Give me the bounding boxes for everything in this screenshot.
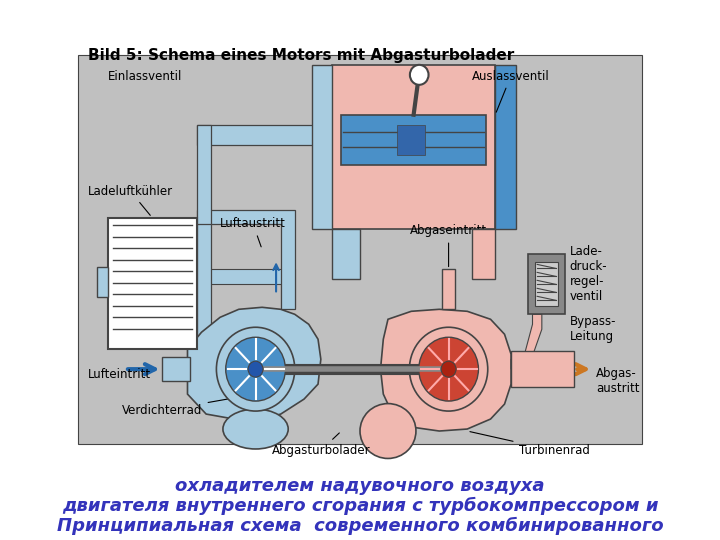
Polygon shape: [162, 357, 190, 381]
Text: Abgaseintritt: Abgaseintritt: [410, 225, 487, 267]
Polygon shape: [380, 309, 511, 431]
FancyBboxPatch shape: [472, 230, 495, 279]
Text: Verdichterrad: Verdichterrad: [122, 395, 253, 417]
Circle shape: [217, 327, 294, 411]
FancyBboxPatch shape: [78, 55, 642, 444]
Polygon shape: [197, 125, 211, 225]
Polygon shape: [197, 125, 346, 145]
Text: Abgasturbolader: Abgasturbolader: [271, 433, 370, 457]
FancyBboxPatch shape: [397, 125, 426, 154]
Text: Bypass-
Leitung: Bypass- Leitung: [570, 315, 616, 343]
Polygon shape: [197, 269, 294, 307]
Text: Bild 5: Schema eines Motors mit Abgasturbolader: Bild 5: Schema eines Motors mit Abgastur…: [88, 48, 514, 63]
Polygon shape: [442, 269, 455, 309]
Circle shape: [419, 338, 478, 401]
Ellipse shape: [223, 409, 288, 449]
FancyBboxPatch shape: [332, 65, 495, 230]
Text: Lufteintritt: Lufteintritt: [88, 368, 151, 381]
Circle shape: [410, 327, 487, 411]
Text: Принципиальная схема  современного комбинированного: Принципиальная схема современного комбин…: [57, 517, 663, 535]
FancyBboxPatch shape: [312, 65, 332, 230]
Circle shape: [441, 361, 456, 377]
Text: Abgas-
austritt: Abgas- austritt: [596, 367, 639, 395]
FancyBboxPatch shape: [108, 218, 197, 349]
Text: Turbinenrad: Turbinenrad: [470, 431, 590, 457]
Circle shape: [410, 65, 428, 85]
FancyBboxPatch shape: [332, 230, 360, 279]
Circle shape: [248, 361, 263, 377]
Polygon shape: [197, 210, 294, 349]
Text: Lade-
druck-
regel-
ventil: Lade- druck- regel- ventil: [570, 245, 608, 303]
Text: Auslassventil: Auslassventil: [472, 70, 549, 112]
Text: Einlassventil: Einlassventil: [108, 70, 183, 83]
Polygon shape: [187, 307, 321, 419]
Text: Ladeluftkühler: Ladeluftkühler: [88, 185, 173, 215]
Text: охладителем надувочного воздуха: охладителем надувочного воздуха: [175, 477, 545, 495]
Polygon shape: [511, 351, 575, 387]
FancyBboxPatch shape: [535, 262, 558, 306]
Text: Luftaustritt: Luftaustritt: [220, 218, 286, 247]
Ellipse shape: [360, 403, 416, 458]
FancyBboxPatch shape: [495, 65, 516, 230]
Text: двигателя внутреннего сгорания с турбокомпрессором и: двигателя внутреннего сгорания с турбоко…: [62, 497, 658, 515]
Circle shape: [226, 338, 285, 401]
FancyBboxPatch shape: [528, 254, 565, 314]
FancyBboxPatch shape: [97, 267, 108, 298]
Polygon shape: [511, 314, 542, 369]
FancyBboxPatch shape: [341, 114, 486, 165]
